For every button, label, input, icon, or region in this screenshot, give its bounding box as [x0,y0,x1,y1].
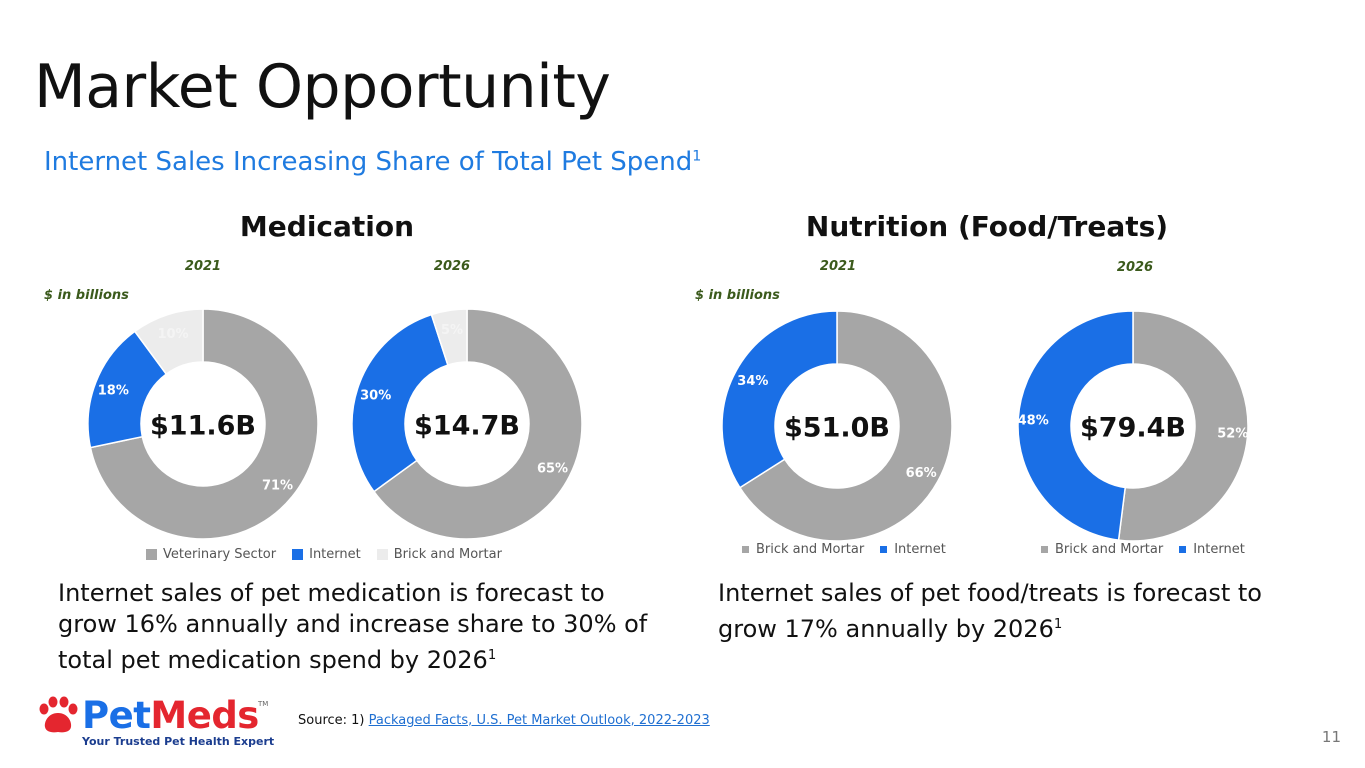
nutrition-2026-year: 2026 [1116,260,1154,275]
legend-swatch [292,549,304,560]
donut-slice-label: 18% [98,384,129,399]
legend-label: Brick and Mortar [393,547,502,562]
nutrition-2021-legend: Brick and Mortar Internet [742,542,962,557]
legend-label: Internet [1193,542,1245,557]
legend-item-brick-mortar: Brick and Mortar [742,542,864,557]
donut-slice-label: 52% [1217,426,1248,441]
donut-slice-label: 66% [906,466,937,481]
source-prefix: Source: 1) [298,713,369,728]
legend-item-internet: Internet [1179,542,1245,557]
legend-label: Brick and Mortar [1055,542,1164,557]
logo-tagline: Your Trusted Pet Health Expert [82,735,275,748]
legend-label: Internet [894,542,946,557]
legend-label: Brick and Mortar [756,542,865,557]
logo-meds: Meds [150,694,259,737]
legend-item-brick-mortar: Brick and Mortar [1041,542,1163,557]
source-note: Source: 1) Packaged Facts, U.S. Pet Mark… [298,713,710,728]
legend-item-brick-mortar: Brick and Mortar [376,547,502,562]
legend-label: Internet [309,547,361,562]
nutrition-2021-donut: 66% 34% $51.0B [722,311,952,541]
nutrition-note-text: Internet sales of pet food/treats is for… [718,579,1262,643]
nutrition-units-label: $ in billions [695,288,780,303]
page-subtitle: Internet Sales Increasing Share of Total… [44,147,701,177]
paw-icon [39,696,78,733]
donut-center-total: $11.6B [150,411,256,442]
medication-section-title: Medication [239,210,415,243]
donut-slice-veterinary-sector [89,309,318,539]
legend-label: Veterinary Sector [163,547,277,562]
donut-slice-brick-and-mortar [133,309,204,376]
donut-slice-brick-and-mortar [1117,311,1248,541]
legend-item-veterinary: Veterinary Sector [146,547,276,562]
legend-item-internet: Internet [880,542,946,557]
legend-swatch [742,546,749,553]
donut-slice-internet [1018,311,1134,541]
legend-swatch [1041,546,1048,553]
subtitle-text: Internet Sales Increasing Share of Total… [44,147,693,177]
nutrition-note-footnote: 1 [1053,617,1063,632]
donut-slice-veterinary-sector [372,309,582,539]
donut-center-total: $14.7B [414,411,520,442]
donut-slice-label: 5% [441,323,463,338]
medication-units-label: $ in billions [44,288,129,303]
donut-slice-brick-and-mortar [430,309,468,366]
medication-note-footnote: 1 [487,648,497,663]
medication-2021-donut: 71% 18% 10% $11.6B [88,309,318,539]
donut-slice-label: 30% [360,388,391,403]
nutrition-2026-legend: Brick and Mortar Internet [1041,542,1261,557]
logo-pet: Pet [82,694,151,737]
donut-slice-label: 48% [1018,414,1049,429]
subtitle-footnote: 1 [692,148,702,165]
logo-wordmark: PetMeds [82,694,259,737]
medication-note: Internet sales of pet medication is fore… [58,578,658,676]
petmeds-logo: PetMeds TM Your Trusted Pet Health Exper… [36,694,274,750]
medication-2026-year: 2026 [433,259,471,274]
legend-swatch [880,546,888,553]
donut-slice-label: 10% [157,327,188,342]
donut-slice-label: 65% [537,462,568,477]
source-link[interactable]: Packaged Facts, U.S. Pet Market Outlook,… [368,713,710,728]
medication-legend: Veterinary Sector Internet Brick and Mor… [146,547,518,562]
medication-note-text: Internet sales of pet medication is fore… [58,579,648,674]
nutrition-2026-donut: 52% 48% $79.4B [1018,311,1248,541]
legend-item-internet: Internet [292,547,361,562]
nutrition-note: Internet sales of pet food/treats is for… [718,578,1318,645]
logo-trademark: TM [258,700,269,708]
nutrition-2021-year: 2021 [819,259,857,274]
medication-2026-donut: 65% 30% 5% $14.7B [352,309,582,539]
donut-slice-internet [722,311,838,489]
donut-slice-brick-and-mortar [738,311,952,541]
page-number: 11 [1321,728,1341,746]
donut-center-total: $79.4B [1080,413,1186,444]
donut-slice-label: 34% [737,374,768,389]
donut-slice-internet [352,313,449,493]
legend-swatch [376,549,388,560]
medication-2021-year: 2021 [184,259,222,274]
nutrition-section-title: Nutrition (Food/Treats) [805,210,1169,243]
page-title: Market Opportunity [34,52,611,122]
donut-center-total: $51.0B [784,413,890,444]
donut-slice-label: 71% [262,479,293,494]
legend-swatch [146,549,157,560]
legend-swatch [1179,546,1187,553]
